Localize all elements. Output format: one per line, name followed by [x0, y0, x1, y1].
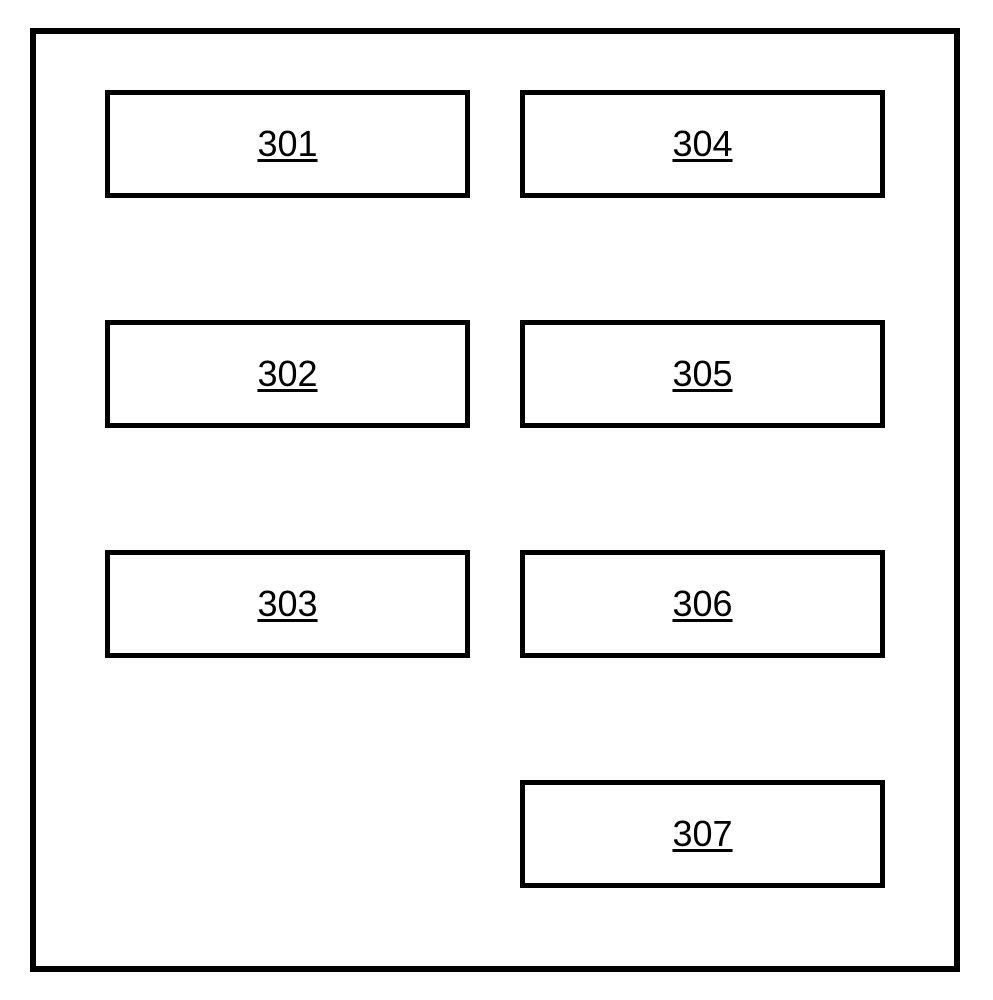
block-label: 301	[257, 123, 317, 165]
diagram-canvas: 301 304 302 305 303 306 307	[0, 0, 993, 1000]
block-label: 305	[672, 353, 732, 395]
block-303: 303	[105, 550, 470, 658]
block-label: 306	[672, 583, 732, 625]
block-306: 306	[520, 550, 885, 658]
block-307: 307	[520, 780, 885, 888]
block-label: 307	[672, 813, 732, 855]
block-label: 302	[257, 353, 317, 395]
block-302: 302	[105, 320, 470, 428]
block-304: 304	[520, 90, 885, 198]
block-label: 304	[672, 123, 732, 165]
block-label: 303	[257, 583, 317, 625]
block-305: 305	[520, 320, 885, 428]
block-301: 301	[105, 90, 470, 198]
